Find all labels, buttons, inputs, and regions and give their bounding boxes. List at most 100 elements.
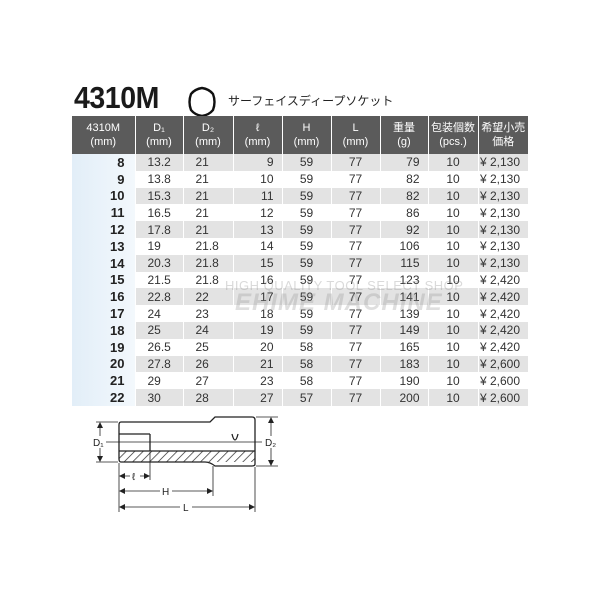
size-cell: 15 [72,271,135,289]
table-cell: 82 [379,170,428,188]
table-cell: 59 [281,305,331,322]
column-header-line: (mm) [195,136,221,148]
table-cell: 21 [182,187,233,205]
size-cell: 16 [72,288,135,306]
table-cell: 77 [330,204,380,222]
table-cell: 10 [427,154,478,171]
column-header-line: (pcs.) [439,136,467,148]
h-label: H [162,487,169,498]
size-cell: 9 [72,170,135,188]
table-cell: 77 [330,221,380,238]
table-cell: 59 [281,237,331,255]
table-cell: 10 [427,221,478,238]
column-header-line: (mm) [90,136,117,148]
table-cell: 21.8 [182,237,233,255]
table-cell: 77 [330,305,380,322]
table-cell: 21 [182,221,233,238]
table-cell: 139 [379,305,428,322]
table-cell: 26.5 [134,338,183,356]
table-cell: 59 [281,170,331,188]
table-cell: 24 [134,305,183,322]
table-cell: 190 [379,372,428,390]
table-cell: 21.8 [182,271,233,289]
table-cell: 58 [281,338,331,356]
table-cell: 77 [330,288,380,306]
watermark-tagline: HIGH QUALITY TOOL SELECT SHOP [225,278,464,293]
l-label: L [183,503,189,514]
column-header-line: 希望小売 [481,122,526,134]
size-cell: 22 [72,389,135,406]
table-cell: 10 [427,321,478,339]
table-cell: 21 [182,170,233,188]
table-cell: 21.5 [134,271,183,289]
table-cell: 59 [281,271,331,289]
table-cell: ¥ 2,600 [477,372,528,390]
column-header-line: L [352,122,359,134]
column-header: L (mm) [330,116,380,154]
table-cell: 200 [379,389,428,406]
table-cell: 79 [379,154,428,171]
table-cell: 26 [182,355,233,373]
table-header-row: 4310M (mm) D₁ (mm) D₂ (mm) ℓ (mm) H (mm) L (mm) 重量 (g… [72,116,528,154]
table-cell: 21 [182,154,233,171]
table-cell: 77 [330,271,380,289]
table-cell: 16.5 [134,204,183,222]
table-cell: ¥ 2,130 [477,170,528,188]
table-cell: 25 [134,321,183,339]
table-row: 18 25 24 19 59 77 149 10 ¥ 2,420 [72,321,528,339]
table-cell: 30 [134,389,183,406]
table-cell: 13.2 [134,154,183,171]
table-cell: 59 [281,204,331,222]
table-cell: 22 [182,288,233,306]
table-cell: 115 [379,254,428,272]
table-cell: 10 [232,170,282,188]
watermark-brand: EHIME MACHINE [235,289,443,316]
table-cell: 77 [330,154,380,171]
table-cell: 10 [427,288,478,306]
table-cell: 10 [427,355,478,373]
table-cell: 27 [232,389,282,406]
table-cell: 10 [427,338,478,356]
column-header-line: 重量 [393,122,415,134]
table-cell: 77 [330,187,380,205]
table-cell: 18 [232,305,282,322]
table-cell: ¥ 2,420 [477,271,528,289]
column-header-line: (mm) [342,136,369,148]
table-cell: 24 [182,321,233,339]
table-cell: 20 [232,338,282,356]
table-cell: 59 [281,254,331,272]
column-header-line: 価格 [492,136,515,148]
product-subtitle: サーフェイスディープソケット [228,94,394,108]
column-header: 希望小売 価格 [477,116,528,154]
table-cell: 23 [232,372,282,390]
socket-drawing [96,416,278,512]
table-row: 14 20.3 21.8 15 59 77 115 10 ¥ 2,130 [72,254,528,272]
table-row: 16 22.8 22 17 59 77 141 10 ¥ 2,420 [72,288,528,306]
table-cell: 106 [379,237,428,255]
table-cell: 149 [379,321,428,339]
column-header: 4310M (mm) [72,116,135,154]
d2-label: D₂ [265,438,276,449]
table-row: 21 29 27 23 58 77 190 10 ¥ 2,600 [72,372,528,390]
table-cell: 82 [379,187,428,205]
column-header-line: (mm) [293,136,320,148]
table-cell: 77 [330,372,380,390]
table-cell: 27.8 [134,355,183,373]
table-cell: ¥ 2,130 [477,237,528,255]
table-row: 8 13.2 21 9 59 77 79 10 ¥ 2,130 [72,154,528,171]
product-code-title: 4310M [74,80,159,115]
table-cell: 16 [232,271,282,289]
column-header-line: 包装個数 [431,122,475,134]
column-header: H (mm) [281,116,331,154]
table-cell: 77 [330,170,380,188]
size-cell: 12 [72,221,135,238]
table-cell: 23 [182,305,233,322]
table-cell: 77 [330,355,380,373]
table-cell: 13 [232,221,282,238]
table-row: 12 17.8 21 13 59 77 92 10 ¥ 2,130 [72,221,528,238]
table-cell: 15 [232,254,282,272]
size-cell: 10 [72,187,135,205]
table-cell: 22.8 [134,288,183,306]
table-cell: 58 [281,372,331,390]
table-cell: 86 [379,204,428,222]
